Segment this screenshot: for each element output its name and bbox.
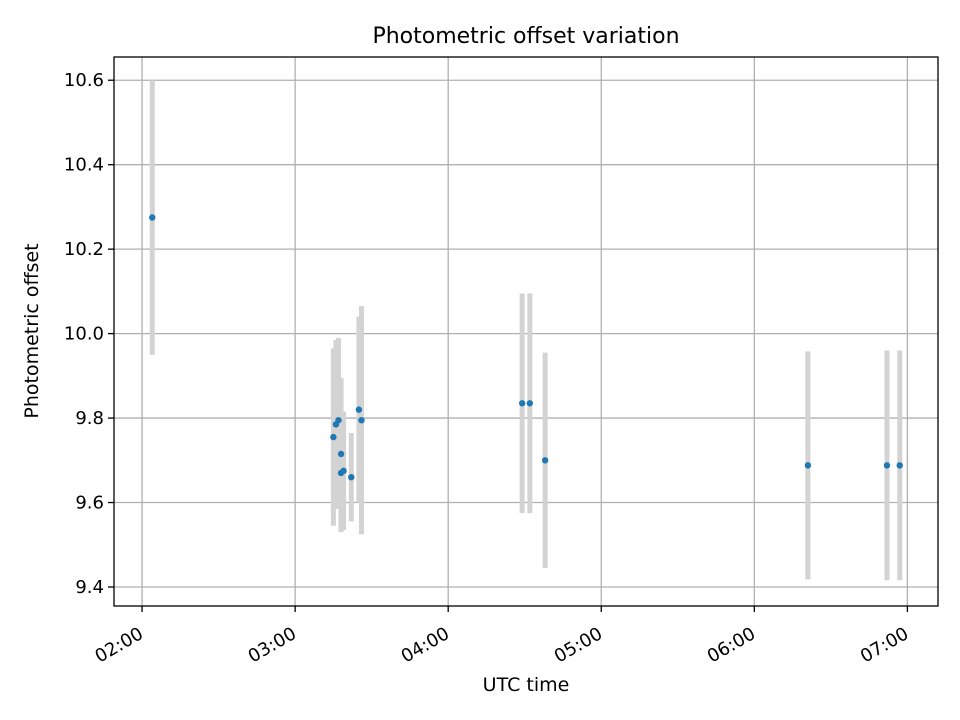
data-point (804, 462, 812, 469)
y-axis-label: Photometric offset (21, 243, 43, 418)
y-tick-label: 10.2 (64, 239, 104, 260)
data-point (355, 406, 363, 413)
y-tick-label: 9.4 (75, 577, 104, 598)
data-point (518, 400, 526, 407)
data-point (149, 214, 156, 221)
data-point (337, 450, 345, 458)
data-point (526, 400, 534, 407)
y-tick-label: 10.0 (64, 324, 104, 345)
y-tick-label: 9.8 (75, 408, 104, 429)
data-point (541, 457, 549, 464)
grid (114, 57, 938, 606)
chart-title: Photometric offset variation (372, 24, 679, 49)
data-point (340, 467, 347, 475)
data-point (896, 462, 903, 469)
plot-frame (113, 56, 939, 607)
data-point (358, 416, 365, 424)
y-tick-label: 10.6 (64, 70, 104, 91)
y-tick-label: 9.6 (75, 493, 104, 514)
data-point (330, 433, 337, 441)
y-tick-label: 10.4 (64, 155, 104, 176)
data-point (883, 462, 891, 469)
data-point (348, 473, 355, 481)
data-points (149, 214, 903, 481)
x-axis-label: UTC time (483, 674, 570, 696)
data-point (335, 416, 342, 424)
y-axis-ticks: 9.4 9.6 9.8 10.0 10.2 10.4 10.6 (64, 70, 114, 598)
